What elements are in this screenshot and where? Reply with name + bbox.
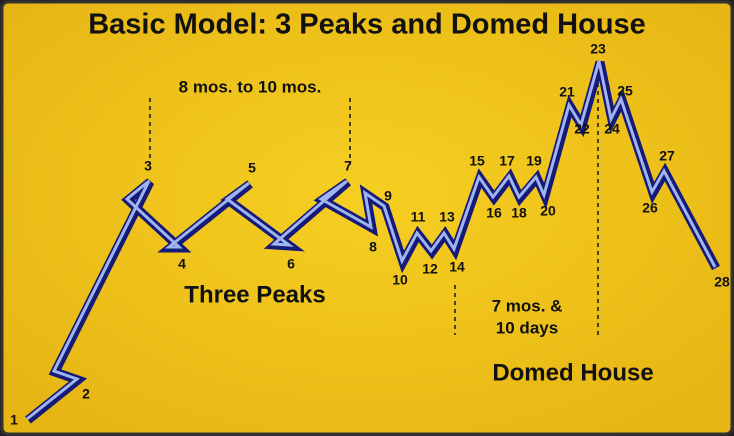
node-label: 4 (178, 256, 186, 272)
annotation: 10 days (496, 318, 558, 337)
node-label: 21 (559, 84, 575, 100)
node-label: 19 (526, 153, 542, 169)
node-label: 15 (469, 153, 485, 169)
node-label: 8 (369, 239, 377, 255)
node-label: 25 (617, 83, 633, 99)
annotation: 7 mos. & (492, 296, 563, 315)
node-label: 6 (287, 256, 295, 272)
node-label: 12 (422, 261, 438, 277)
node-labels: 1234567891011121314151617181920212223242… (10, 41, 730, 428)
node-label: 18 (511, 205, 527, 221)
node-label: 14 (449, 259, 465, 275)
node-label: 17 (499, 153, 515, 169)
node-label: 10 (392, 272, 408, 288)
node-label: 7 (344, 158, 352, 174)
node-label: 3 (144, 158, 152, 174)
node-label: 16 (486, 205, 502, 221)
node-label: 1 (10, 412, 18, 428)
node-label: 22 (574, 121, 590, 137)
node-label: 9 (384, 188, 392, 204)
node-label: 23 (590, 41, 606, 57)
annotation: Domed House (492, 359, 653, 386)
node-label: 26 (642, 200, 658, 216)
annotation: 8 mos. to 10 mos. (179, 77, 322, 96)
node-label: 20 (540, 203, 556, 219)
node-label: 13 (439, 209, 455, 225)
node-label: 11 (411, 209, 426, 225)
annotation: Three Peaks (184, 281, 325, 308)
path-highlight (26, 60, 717, 421)
node-label: 2 (82, 386, 90, 402)
node-label: 24 (604, 121, 620, 137)
title: Basic Model: 3 Peaks and Domed House (88, 9, 646, 41)
node-label: 27 (659, 148, 675, 164)
node-label: 5 (248, 160, 256, 176)
node-label: 28 (714, 274, 730, 290)
price-path (25, 60, 720, 424)
